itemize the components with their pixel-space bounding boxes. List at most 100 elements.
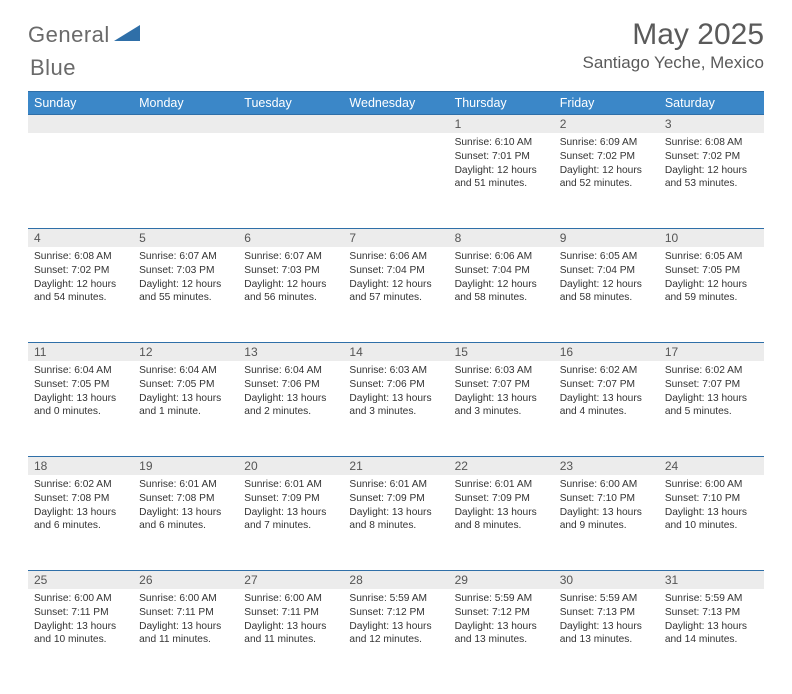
day-cell: Sunrise: 6:10 AMSunset: 7:01 PMDaylight:… <box>449 133 554 229</box>
day-cell: Sunrise: 6:07 AMSunset: 7:03 PMDaylight:… <box>238 247 343 343</box>
day-number: 16 <box>554 343 659 362</box>
logo: General <box>28 18 142 48</box>
sunset-text: Sunset: 7:06 PM <box>349 378 442 392</box>
day-cell: Sunrise: 6:00 AMSunset: 7:11 PMDaylight:… <box>238 589 343 684</box>
day-number: 30 <box>554 571 659 590</box>
sunrise-text: Sunrise: 6:01 AM <box>139 478 232 492</box>
daylight-text: Daylight: 12 hours and 59 minutes. <box>665 278 758 306</box>
daylight-text: Daylight: 13 hours and 8 minutes. <box>349 506 442 534</box>
sunrise-text: Sunrise: 6:08 AM <box>34 250 127 264</box>
day-cell <box>133 133 238 229</box>
day-cell: Sunrise: 6:05 AMSunset: 7:04 PMDaylight:… <box>554 247 659 343</box>
day-number: 24 <box>659 457 764 476</box>
day-number: 15 <box>449 343 554 362</box>
weekday-header: Thursday <box>449 92 554 115</box>
daylight-text: Daylight: 12 hours and 54 minutes. <box>34 278 127 306</box>
day-number: 13 <box>238 343 343 362</box>
day-number: 17 <box>659 343 764 362</box>
sunset-text: Sunset: 7:07 PM <box>455 378 548 392</box>
sunset-text: Sunset: 7:04 PM <box>349 264 442 278</box>
daylight-text: Daylight: 12 hours and 58 minutes. <box>455 278 548 306</box>
day-cell: Sunrise: 5:59 AMSunset: 7:12 PMDaylight:… <box>343 589 448 684</box>
day-cell: Sunrise: 6:09 AMSunset: 7:02 PMDaylight:… <box>554 133 659 229</box>
daylight-text: Daylight: 13 hours and 10 minutes. <box>34 620 127 648</box>
day-number: 10 <box>659 229 764 248</box>
sunset-text: Sunset: 7:12 PM <box>349 606 442 620</box>
daylight-text: Daylight: 12 hours and 57 minutes. <box>349 278 442 306</box>
day-cell: Sunrise: 6:01 AMSunset: 7:09 PMDaylight:… <box>449 475 554 571</box>
sunset-text: Sunset: 7:04 PM <box>560 264 653 278</box>
day-number: 22 <box>449 457 554 476</box>
sunrise-text: Sunrise: 6:04 AM <box>139 364 232 378</box>
sunrise-text: Sunrise: 6:02 AM <box>34 478 127 492</box>
day-number: 5 <box>133 229 238 248</box>
sunrise-text: Sunrise: 5:59 AM <box>665 592 758 606</box>
day-number: 12 <box>133 343 238 362</box>
sunrise-text: Sunrise: 6:03 AM <box>455 364 548 378</box>
day-number-row: 11121314151617 <box>28 343 764 362</box>
day-cell: Sunrise: 6:00 AMSunset: 7:10 PMDaylight:… <box>554 475 659 571</box>
weekday-header: Sunday <box>28 92 133 115</box>
sunrise-text: Sunrise: 5:59 AM <box>349 592 442 606</box>
daylight-text: Daylight: 13 hours and 6 minutes. <box>34 506 127 534</box>
sunrise-text: Sunrise: 6:01 AM <box>455 478 548 492</box>
daylight-text: Daylight: 13 hours and 13 minutes. <box>455 620 548 648</box>
daylight-text: Daylight: 13 hours and 11 minutes. <box>244 620 337 648</box>
daylight-text: Daylight: 13 hours and 13 minutes. <box>560 620 653 648</box>
day-number: 28 <box>343 571 448 590</box>
day-number: 4 <box>28 229 133 248</box>
day-cell: Sunrise: 6:07 AMSunset: 7:03 PMDaylight:… <box>133 247 238 343</box>
day-cell: Sunrise: 6:08 AMSunset: 7:02 PMDaylight:… <box>28 247 133 343</box>
day-cell: Sunrise: 6:05 AMSunset: 7:05 PMDaylight:… <box>659 247 764 343</box>
daylight-text: Daylight: 13 hours and 9 minutes. <box>560 506 653 534</box>
sunset-text: Sunset: 7:11 PM <box>34 606 127 620</box>
day-cell: Sunrise: 6:06 AMSunset: 7:04 PMDaylight:… <box>343 247 448 343</box>
day-number: 3 <box>659 115 764 134</box>
day-cell <box>238 133 343 229</box>
day-cell <box>343 133 448 229</box>
day-content-row: Sunrise: 6:04 AMSunset: 7:05 PMDaylight:… <box>28 361 764 457</box>
day-cell: Sunrise: 6:06 AMSunset: 7:04 PMDaylight:… <box>449 247 554 343</box>
daylight-text: Daylight: 12 hours and 52 minutes. <box>560 164 653 192</box>
day-number: 25 <box>28 571 133 590</box>
day-number: 11 <box>28 343 133 362</box>
sunset-text: Sunset: 7:09 PM <box>244 492 337 506</box>
day-number: 27 <box>238 571 343 590</box>
sunset-text: Sunset: 7:13 PM <box>560 606 653 620</box>
sunset-text: Sunset: 7:02 PM <box>665 150 758 164</box>
sunrise-text: Sunrise: 6:06 AM <box>455 250 548 264</box>
day-cell: Sunrise: 6:00 AMSunset: 7:10 PMDaylight:… <box>659 475 764 571</box>
day-number: 6 <box>238 229 343 248</box>
daylight-text: Daylight: 13 hours and 4 minutes. <box>560 392 653 420</box>
daylight-text: Daylight: 12 hours and 58 minutes. <box>560 278 653 306</box>
weekday-header: Wednesday <box>343 92 448 115</box>
sunrise-text: Sunrise: 6:00 AM <box>139 592 232 606</box>
sunrise-text: Sunrise: 6:04 AM <box>34 364 127 378</box>
sunset-text: Sunset: 7:09 PM <box>349 492 442 506</box>
daylight-text: Daylight: 13 hours and 6 minutes. <box>139 506 232 534</box>
daylight-text: Daylight: 13 hours and 11 minutes. <box>139 620 232 648</box>
sunrise-text: Sunrise: 6:07 AM <box>244 250 337 264</box>
day-cell: Sunrise: 6:04 AMSunset: 7:05 PMDaylight:… <box>133 361 238 457</box>
day-number: 20 <box>238 457 343 476</box>
day-cell: Sunrise: 6:01 AMSunset: 7:08 PMDaylight:… <box>133 475 238 571</box>
day-cell: Sunrise: 6:03 AMSunset: 7:07 PMDaylight:… <box>449 361 554 457</box>
sunset-text: Sunset: 7:05 PM <box>139 378 232 392</box>
sunset-text: Sunset: 7:05 PM <box>665 264 758 278</box>
sunset-text: Sunset: 7:01 PM <box>455 150 548 164</box>
day-content-row: Sunrise: 6:08 AMSunset: 7:02 PMDaylight:… <box>28 247 764 343</box>
sunrise-text: Sunrise: 5:59 AM <box>560 592 653 606</box>
logo-word-1: General <box>28 22 110 48</box>
daylight-text: Daylight: 13 hours and 14 minutes. <box>665 620 758 648</box>
day-cell: Sunrise: 5:59 AMSunset: 7:13 PMDaylight:… <box>554 589 659 684</box>
daylight-text: Daylight: 13 hours and 12 minutes. <box>349 620 442 648</box>
sunrise-text: Sunrise: 6:01 AM <box>349 478 442 492</box>
daylight-text: Daylight: 13 hours and 2 minutes. <box>244 392 337 420</box>
day-number: 7 <box>343 229 448 248</box>
day-number: 21 <box>343 457 448 476</box>
sunrise-text: Sunrise: 6:07 AM <box>139 250 232 264</box>
sunrise-text: Sunrise: 6:02 AM <box>665 364 758 378</box>
sunset-text: Sunset: 7:11 PM <box>244 606 337 620</box>
day-number: 14 <box>343 343 448 362</box>
sunrise-text: Sunrise: 6:10 AM <box>455 136 548 150</box>
